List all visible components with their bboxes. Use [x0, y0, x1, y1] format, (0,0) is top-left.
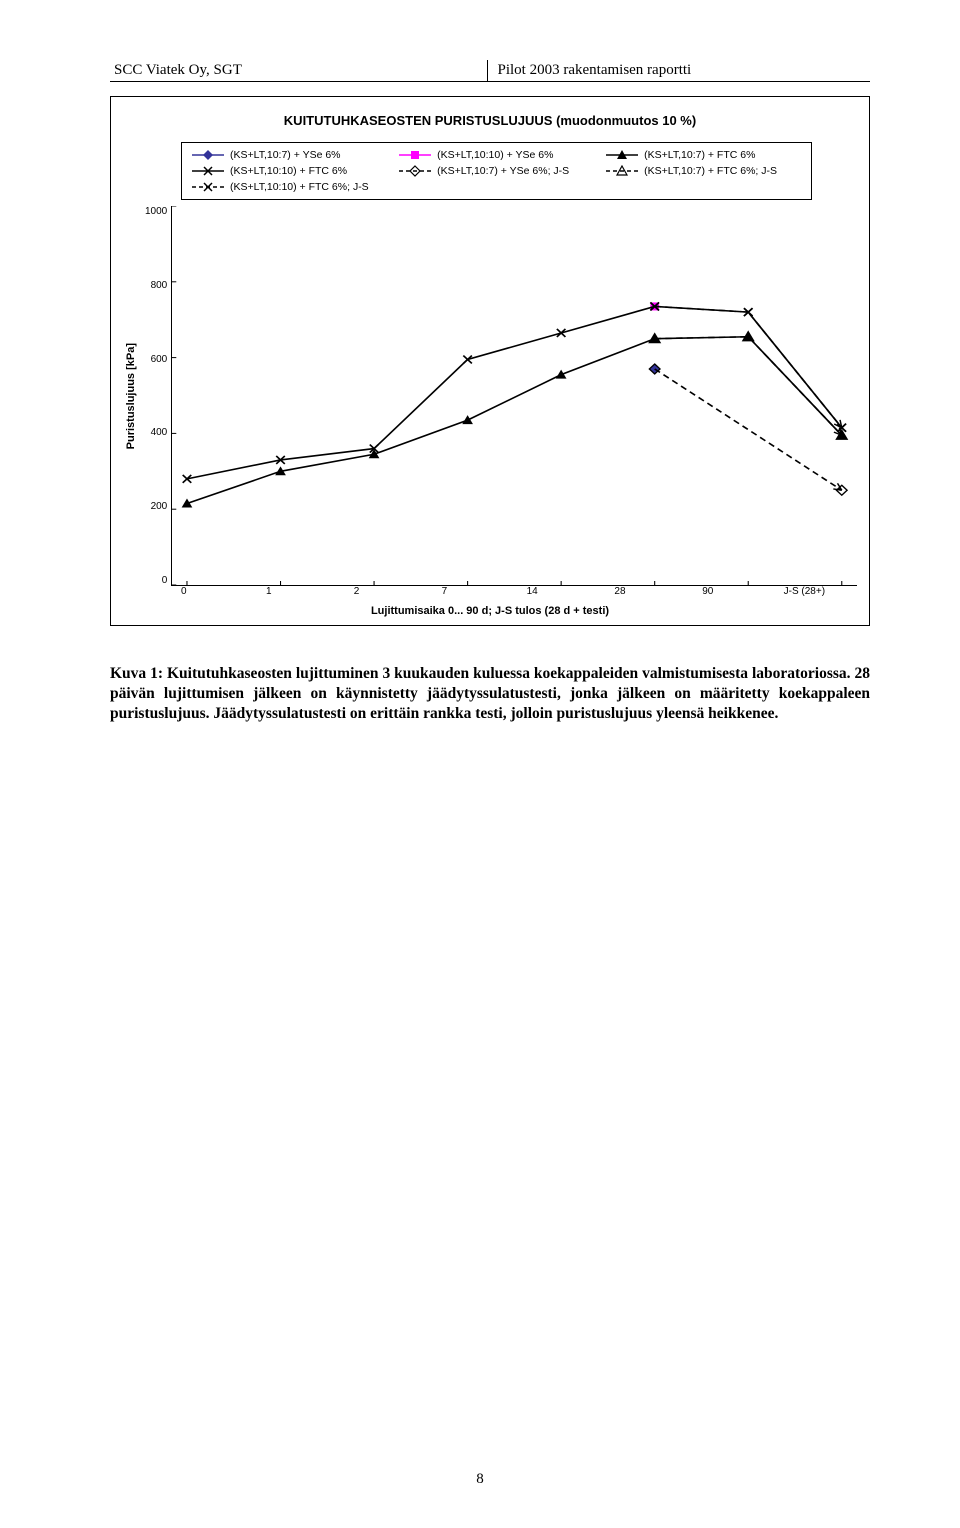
legend-swatch	[606, 149, 638, 161]
header-right: Pilot 2003 rakentamisen raportti	[488, 60, 871, 81]
x-axis-ticks: 0127142890J-S (28+)	[181, 586, 857, 597]
legend-item: (KS+LT,10:10) + FTC 6%	[192, 165, 387, 177]
legend-item: (KS+LT,10:10) + FTC 6%; J-S	[192, 181, 387, 193]
chart-plot	[171, 206, 857, 586]
y-axis-label: Puristuslujuus [kPa]	[123, 343, 139, 449]
legend-swatch	[192, 181, 224, 193]
legend-item: (KS+LT,10:10) + YSe 6%	[399, 149, 594, 161]
legend-swatch	[606, 165, 638, 177]
legend-swatch	[192, 149, 224, 161]
page-number: 8	[0, 1471, 960, 1488]
legend-label: (KS+LT,10:7) + FTC 6%; J-S	[644, 165, 777, 177]
chart-legend: (KS+LT,10:7) + YSe 6% (KS+LT,10:10) + YSe…	[181, 142, 812, 200]
plot-area: Puristuslujuus [kPa] 10008006004002000	[123, 206, 857, 586]
legend-label: (KS+LT,10:7) + FTC 6%	[644, 149, 755, 161]
figure-caption: Kuva 1: Kuitutuhkaseosten lujittuminen 3…	[110, 664, 870, 723]
caption-text: Kuva 1: Kuitutuhkaseosten lujittuminen 3…	[110, 665, 870, 722]
legend-label: (KS+LT,10:7) + YSe 6%	[230, 149, 341, 161]
legend-swatch	[192, 165, 224, 177]
legend-label: (KS+LT,10:7) + YSe 6%; J-S	[437, 165, 569, 177]
chart-title: KUITUTUHKASEOSTEN PURISTUSLUJUUS (muodon…	[123, 113, 857, 128]
legend-swatch	[399, 165, 431, 177]
legend-item: (KS+LT,10:7) + YSe 6%	[192, 149, 387, 161]
legend-label: (KS+LT,10:10) + FTC 6%; J-S	[230, 181, 369, 193]
legend-swatch	[399, 149, 431, 161]
header-left: SCC Viatek Oy, SGT	[110, 60, 488, 81]
legend-item: (KS+LT,10:7) + FTC 6%; J-S	[606, 165, 801, 177]
y-axis-ticks: 10008006004002000	[139, 206, 171, 586]
chart-frame: KUITUTUHKASEOSTEN PURISTUSLUJUUS (muodon…	[110, 96, 870, 626]
x-axis-label: Lujittumisaika 0... 90 d; J-S tulos (28 …	[123, 605, 857, 617]
legend-label: (KS+LT,10:10) + FTC 6%	[230, 165, 347, 177]
legend-item: (KS+LT,10:7) + YSe 6%; J-S	[399, 165, 594, 177]
legend-item: (KS+LT,10:7) + FTC 6%	[606, 149, 801, 161]
legend-label: (KS+LT,10:10) + YSe 6%	[437, 149, 553, 161]
page-header: SCC Viatek Oy, SGT Pilot 2003 rakentamis…	[110, 60, 870, 82]
